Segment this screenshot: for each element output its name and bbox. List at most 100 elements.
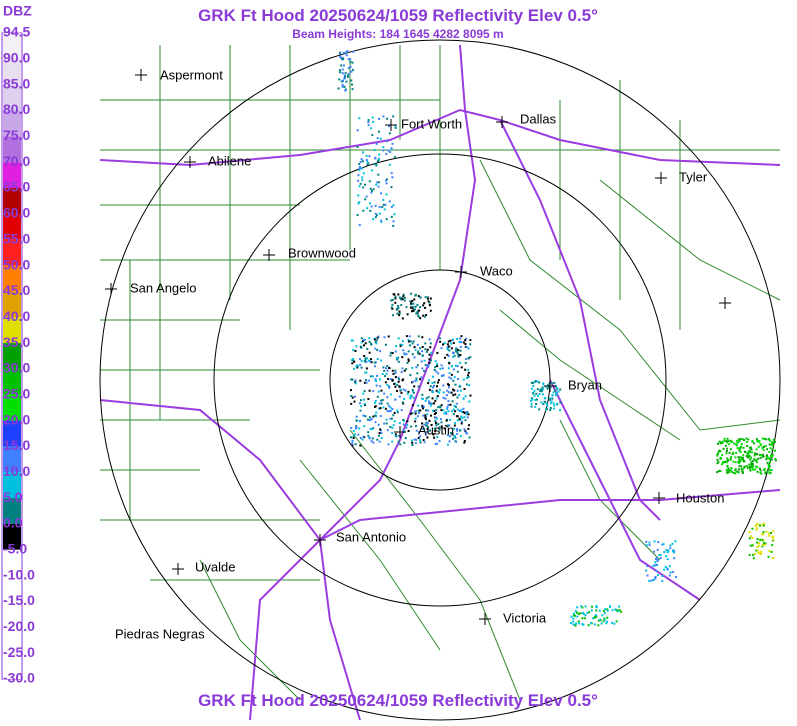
echo-pixel xyxy=(570,621,573,624)
echo-pixel xyxy=(654,576,657,579)
legend-label: -25.0 xyxy=(3,644,35,660)
echo-pixel xyxy=(403,296,406,299)
echo-pixel xyxy=(398,395,401,398)
echo-pixel xyxy=(381,373,384,376)
echo-pixel xyxy=(549,407,552,410)
echo-pixel xyxy=(360,337,363,340)
echo-pixel xyxy=(400,409,403,412)
echo-pixel xyxy=(611,609,614,612)
echo-pixel xyxy=(359,444,362,447)
echo-pixel xyxy=(576,611,579,614)
echo-pixel xyxy=(748,465,751,468)
echo-pixel xyxy=(434,430,437,433)
echo-pixel xyxy=(721,454,724,457)
echo-pixel xyxy=(767,463,770,466)
echo-pixel xyxy=(343,75,346,78)
echo-pixel xyxy=(429,309,432,312)
echo-pixel xyxy=(734,472,737,475)
echo-pixel xyxy=(369,209,372,212)
echo-pixel xyxy=(540,388,543,391)
echo-pixel xyxy=(388,405,391,408)
echo-pixel xyxy=(355,419,358,422)
echo-pixel xyxy=(442,396,445,399)
echo-pixel xyxy=(384,203,387,206)
echo-pixel xyxy=(440,347,443,350)
echo-pixel xyxy=(740,467,743,470)
echo-pixel xyxy=(411,366,414,369)
echo-pixel xyxy=(549,408,552,411)
echo-pixel xyxy=(392,115,395,118)
echo-pixel xyxy=(771,539,774,542)
echo-pixel xyxy=(463,441,466,444)
echo-pixel xyxy=(419,317,422,320)
echo-pixel xyxy=(386,396,389,399)
echo-pixel xyxy=(437,381,440,384)
echo-pixel xyxy=(426,297,429,300)
echo-pixel xyxy=(456,396,459,399)
echo-pixel xyxy=(656,548,659,551)
echo-pixel xyxy=(385,422,388,425)
echo-pixel xyxy=(366,207,369,210)
echo-pixel xyxy=(354,433,357,436)
echo-pixel xyxy=(432,375,435,378)
echo-pixel xyxy=(467,427,470,430)
echo-pixel xyxy=(400,371,403,374)
echo-pixel xyxy=(370,440,373,443)
echo-pixel xyxy=(765,454,768,457)
echo-pixel xyxy=(766,461,769,464)
echo-pixel xyxy=(400,391,403,394)
echo-pixel xyxy=(727,443,730,446)
echo-pixel xyxy=(341,83,344,86)
echo-pixel xyxy=(393,420,396,423)
echo-pixel xyxy=(619,610,622,613)
echo-pixel xyxy=(370,358,373,361)
echo-pixel xyxy=(462,411,465,414)
echo-pixel xyxy=(356,145,359,148)
city-label: Piedras Negras xyxy=(115,626,205,641)
echo-pixel xyxy=(464,368,467,371)
echo-pixel xyxy=(426,427,429,430)
echo-pixel xyxy=(646,565,649,568)
echo-pixel xyxy=(732,460,735,463)
echo-pixel xyxy=(352,50,355,53)
echo-pixel xyxy=(396,409,399,412)
echo-pixel xyxy=(429,385,432,388)
legend-label: 85.0 xyxy=(3,75,30,91)
echo-pixel xyxy=(758,440,761,443)
echo-pixel xyxy=(386,365,389,368)
echo-pixel xyxy=(453,424,456,427)
echo-pixel xyxy=(469,394,472,397)
echo-pixel xyxy=(427,296,430,299)
echo-pixel xyxy=(368,155,371,158)
echo-pixel xyxy=(741,470,744,473)
echo-pixel xyxy=(446,348,449,351)
echo-pixel xyxy=(423,441,426,444)
echo-pixel xyxy=(465,337,468,340)
echo-pixel xyxy=(389,410,392,413)
echo-pixel xyxy=(339,56,342,59)
echo-pixel xyxy=(737,438,740,441)
echo-pixel xyxy=(440,425,443,428)
echo-pixel xyxy=(653,550,656,553)
echo-pixel xyxy=(398,422,401,425)
echo-pixel xyxy=(434,416,437,419)
echo-pixel xyxy=(581,622,584,625)
echo-pixel xyxy=(755,458,758,461)
echo-pixel xyxy=(666,568,669,571)
echo-pixel xyxy=(392,414,395,417)
echo-pixel xyxy=(761,455,764,458)
echo-pixel xyxy=(462,378,465,381)
echo-pixel xyxy=(557,390,560,393)
echo-pixel xyxy=(394,433,397,436)
echo-pixel xyxy=(394,398,397,401)
echo-pixel xyxy=(399,388,402,391)
echo-pixel xyxy=(738,468,741,471)
echo-pixel xyxy=(576,615,579,618)
echo-pixel xyxy=(771,544,774,547)
echo-pixel xyxy=(415,379,418,382)
echo-pixel xyxy=(469,339,472,342)
echo-pixel xyxy=(440,374,443,377)
echo-pixel xyxy=(364,357,367,360)
echo-pixel xyxy=(738,462,741,465)
echo-pixel xyxy=(456,365,459,368)
